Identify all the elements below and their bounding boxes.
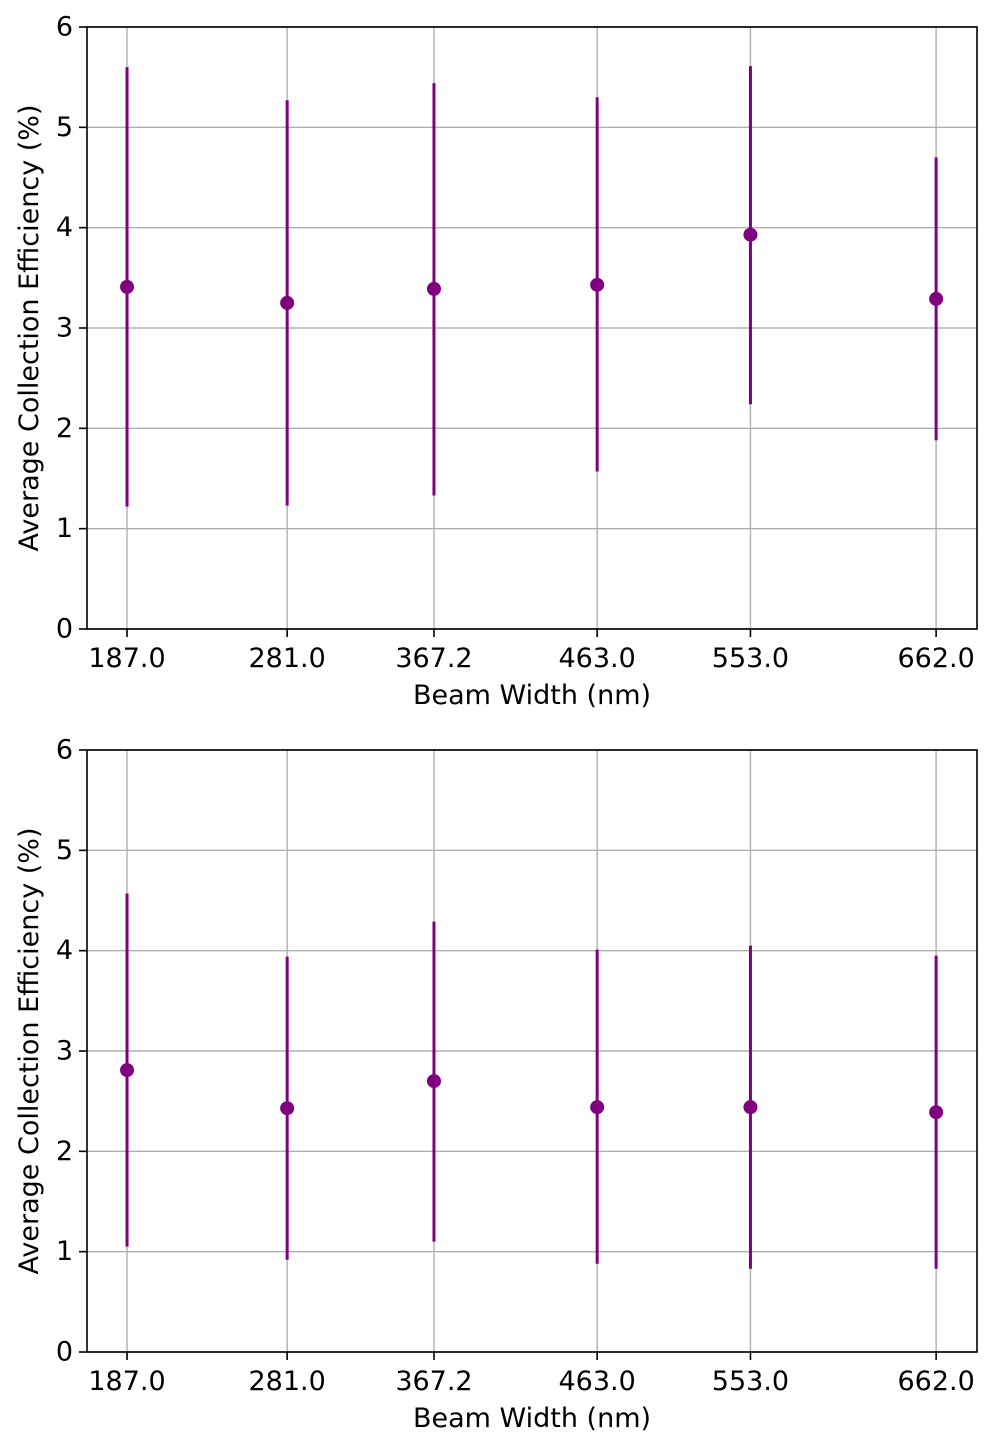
x-tick-label: 553.0 bbox=[712, 643, 789, 674]
y-tick-label: 2 bbox=[56, 1136, 73, 1167]
y-tick-label: 0 bbox=[56, 1337, 73, 1368]
x-tick-label: 463.0 bbox=[559, 643, 636, 674]
x-tick-label: 367.2 bbox=[395, 1366, 472, 1397]
x-tick-label: 662.0 bbox=[897, 1366, 974, 1397]
x-tick-label: 367.2 bbox=[395, 643, 472, 674]
y-axis-label: Average Collection Efficiency (%) bbox=[14, 105, 45, 552]
data-point bbox=[280, 295, 295, 310]
data-point bbox=[929, 291, 944, 306]
x-tick-label: 281.0 bbox=[248, 643, 325, 674]
x-tick-label: 463.0 bbox=[559, 1366, 636, 1397]
x-tick-label: 662.0 bbox=[897, 643, 974, 674]
y-tick-label: 5 bbox=[56, 835, 73, 866]
chart-panel-bottom: 0 1 2 3 4 5 6 187.0 281.0 367.2 463.0 553.0 662.0 Bea… bbox=[14, 735, 978, 1434]
x-axis-label: Beam Width (nm) bbox=[413, 680, 651, 711]
x-tick-label: 187.0 bbox=[88, 643, 165, 674]
x-axis-label: Beam Width (nm) bbox=[413, 1403, 651, 1434]
y-tick-label: 6 bbox=[56, 735, 73, 766]
y-tick-label: 1 bbox=[56, 1236, 73, 1267]
data-point bbox=[743, 1100, 758, 1115]
data-point bbox=[590, 1100, 605, 1115]
x-tick-label: 281.0 bbox=[248, 1366, 325, 1397]
y-tick-label: 4 bbox=[56, 212, 73, 243]
y-tick-label: 3 bbox=[56, 313, 73, 344]
y-tick-label: 1 bbox=[56, 513, 73, 544]
y-axis-label: Average Collection Efficiency (%) bbox=[14, 828, 45, 1275]
y-tick-label: 2 bbox=[56, 413, 73, 444]
data-point bbox=[280, 1101, 295, 1116]
y-tick-label: 5 bbox=[56, 112, 73, 143]
data-point bbox=[120, 279, 135, 294]
y-tick-label: 0 bbox=[56, 614, 73, 645]
y-tick-label: 3 bbox=[56, 1036, 73, 1067]
data-point bbox=[426, 1074, 441, 1089]
data-point bbox=[929, 1105, 944, 1120]
chart-panel-top: 0 1 2 3 4 5 6 187.0 281.0 367.2 463.0 553.0 662.0 Bea… bbox=[14, 12, 978, 711]
data-point bbox=[426, 281, 441, 296]
data-point bbox=[590, 277, 605, 292]
x-tick-label: 553.0 bbox=[712, 1366, 789, 1397]
y-tick-label: 4 bbox=[56, 935, 73, 966]
x-tick-label: 187.0 bbox=[88, 1366, 165, 1397]
y-tick-label: 6 bbox=[56, 12, 73, 43]
data-point bbox=[120, 1063, 135, 1078]
data-point bbox=[743, 227, 758, 242]
